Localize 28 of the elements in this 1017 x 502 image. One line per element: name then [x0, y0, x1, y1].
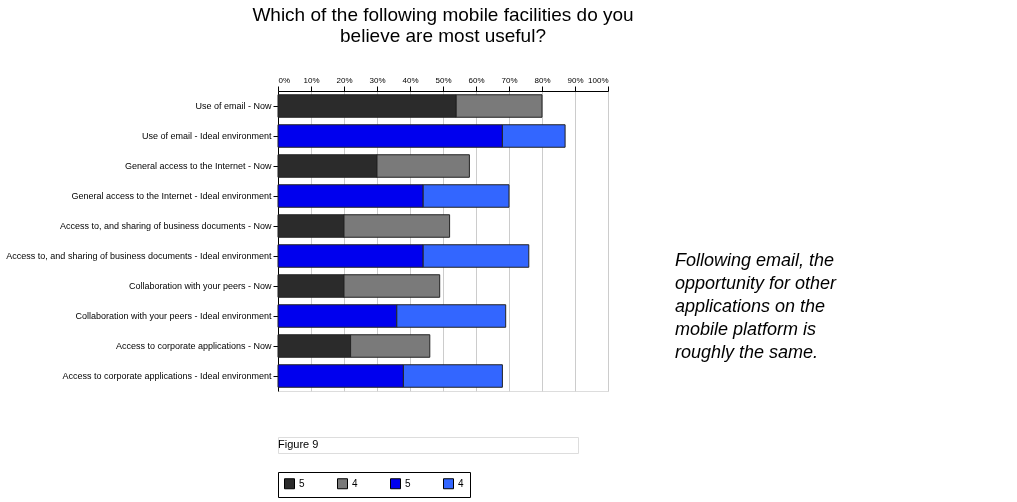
y-tick-label: Collaboration with your peers - Now	[128, 281, 272, 291]
y-tick-label: Access to, and sharing of business documents - Ideal environment	[6, 251, 272, 261]
y-tick-label: Access to corporate applications - Now	[115, 341, 272, 351]
text: Following email, the opportunity for other applications on the mobile platform is roughly the same.	[675, 250, 838, 362]
legend-label: 5	[405, 477, 411, 489]
legend-label: 5	[299, 477, 305, 489]
legend-label: 4	[352, 477, 358, 489]
x-tick-label: 30%	[369, 75, 386, 85]
y-tick-label: Access to corporate applications - Ideal environment	[62, 371, 272, 381]
x-tick-label: 20%	[336, 75, 353, 85]
y-tick-label: Use of email - Now	[195, 101, 272, 111]
x-tick-label: 40%	[402, 75, 419, 85]
legend-label: 4	[458, 477, 464, 489]
x-tick-label: 100%	[588, 75, 609, 85]
x-tick-label: 50%	[435, 75, 452, 85]
x-tick-label: 0%	[278, 75, 291, 85]
y-tick-label: General access to the Internet - Ideal environment	[71, 191, 272, 201]
y-tick-label: General access to the Internet - Now	[124, 161, 272, 171]
y-tick-label: Access to, and sharing of business documents - Now	[59, 221, 272, 231]
chart-title: Which of the following mobile facilities do you believe are most useful?	[252, 4, 634, 46]
caption: Figure 9	[278, 438, 319, 450]
x-tick-label: 90%	[567, 75, 584, 85]
y-tick-label: Use of email - Ideal environment	[141, 131, 272, 141]
x-tick-label: 80%	[534, 75, 551, 85]
y-tick-label: Collaboration with your peers - Ideal environment	[75, 311, 272, 321]
x-tick-label: 70%	[501, 75, 518, 85]
x-tick-label: 60%	[468, 75, 485, 85]
x-tick-label: 10%	[303, 75, 320, 85]
